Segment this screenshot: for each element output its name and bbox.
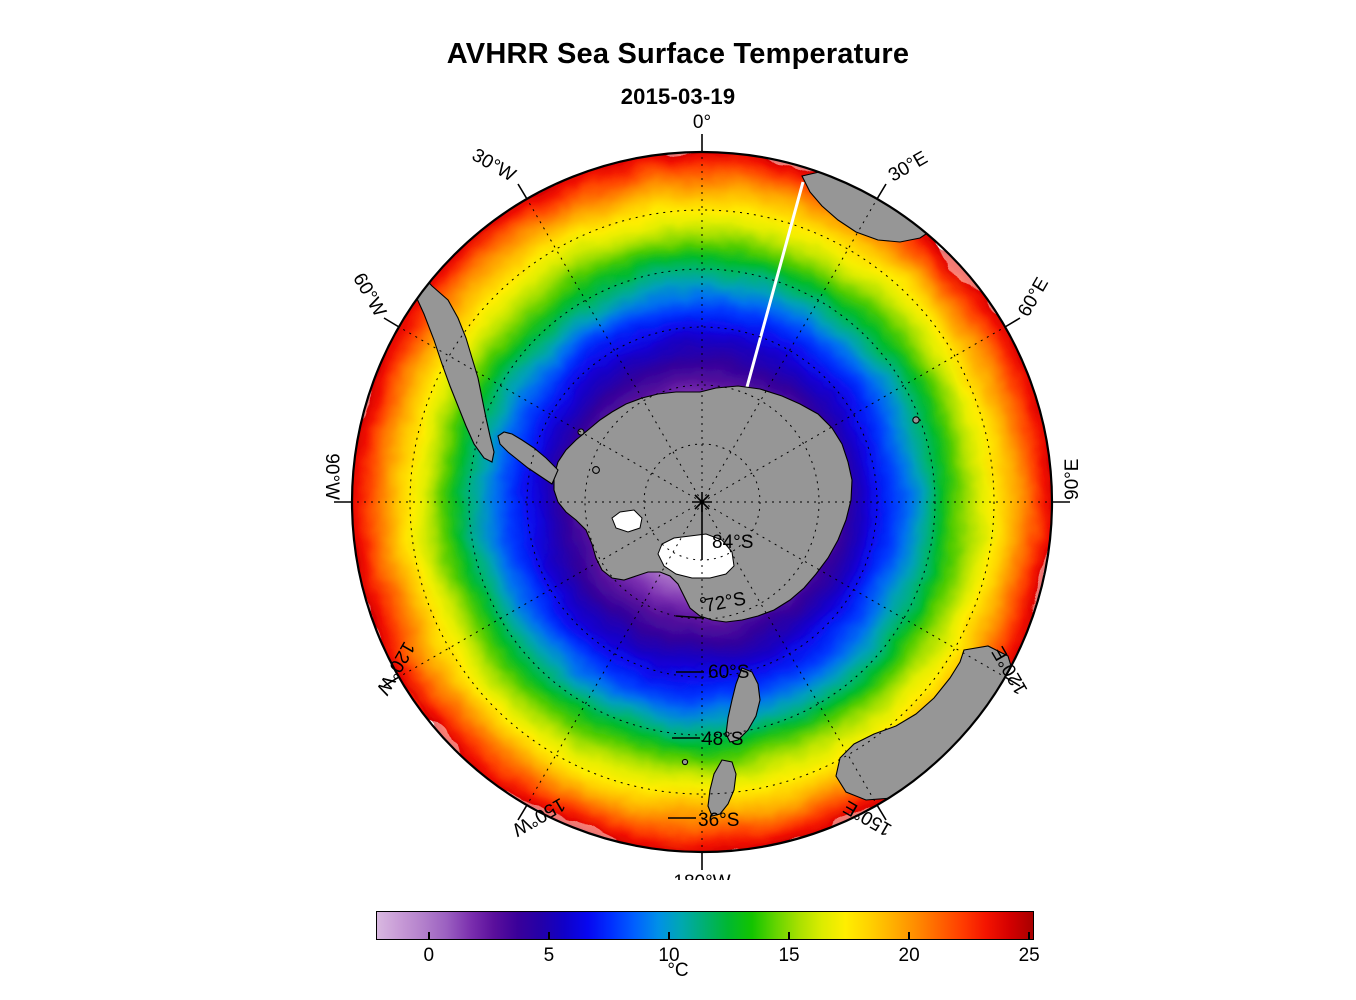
lon-label-90w: 90°W	[321, 453, 342, 500]
colorbar-gradient	[376, 911, 1034, 940]
colorbar-tick-25	[1028, 932, 1031, 940]
ronne-ice-shelf	[611, 509, 643, 533]
colorbar-tick-label-25: 25	[1018, 945, 1040, 966]
colorbar-tick-10	[667, 932, 670, 940]
colorbar-tick-label-10: 10	[658, 945, 680, 966]
island-dot-a	[681, 758, 689, 766]
lon-label-30w: 30°W	[468, 145, 519, 187]
page-title: AVHRR Sea Surface Temperature	[446, 38, 910, 70]
lat-label-36s: 36°S	[698, 810, 739, 831]
parallel-72s	[584, 384, 820, 620]
lon-label-0: 0°	[693, 112, 711, 133]
island-dot-b	[912, 416, 920, 424]
lat-label-84s: 84°S	[712, 532, 753, 553]
new-zealand-north-island	[725, 667, 761, 743]
graticule-meridians	[352, 152, 1052, 852]
island-dot-c	[577, 428, 585, 436]
longitude-ticks	[334, 134, 1070, 870]
colorbar-tick-0	[427, 932, 430, 940]
island-dot-d	[592, 466, 600, 474]
data-gap-swath	[742, 181, 805, 399]
colorbar-tick-label-15: 15	[778, 945, 800, 966]
colorbar-tick-5	[547, 932, 550, 940]
colorbar-tick-15	[788, 932, 791, 940]
polar-map: 84°S 72°S 60°S 48°S 36°S	[321, 112, 1083, 880]
colorbar-tick-label-20: 20	[898, 945, 920, 966]
colorbar-tick-marks	[376, 911, 1034, 940]
polar-map-svg: 84°S 72°S 60°S 48°S 36°S	[321, 112, 1083, 880]
lat-leader-72s	[675, 615, 705, 619]
antarctic-peninsula	[497, 431, 559, 485]
lon-label-180: 180°W	[673, 872, 730, 880]
lon-label-90e: 90°E	[1062, 459, 1083, 500]
colorbar-tick-label-5: 5	[543, 945, 555, 966]
lat-label-48s: 48°S	[702, 729, 743, 750]
lon-label-60w: 60°W	[348, 270, 390, 321]
lat-label-60s: 60°S	[708, 662, 749, 683]
lon-label-60e: 60°E	[1014, 274, 1053, 320]
new-zealand-south-island	[707, 759, 737, 817]
parallel-36s	[409, 209, 995, 795]
colorbar-tick-20	[908, 932, 911, 940]
colorbar-tick-label-0: 0	[423, 945, 435, 966]
land-polygons	[355, 169, 1015, 817]
figure-subtitle: 2015-03-19	[620, 84, 736, 109]
lon-label-30e: 30°E	[885, 147, 931, 186]
